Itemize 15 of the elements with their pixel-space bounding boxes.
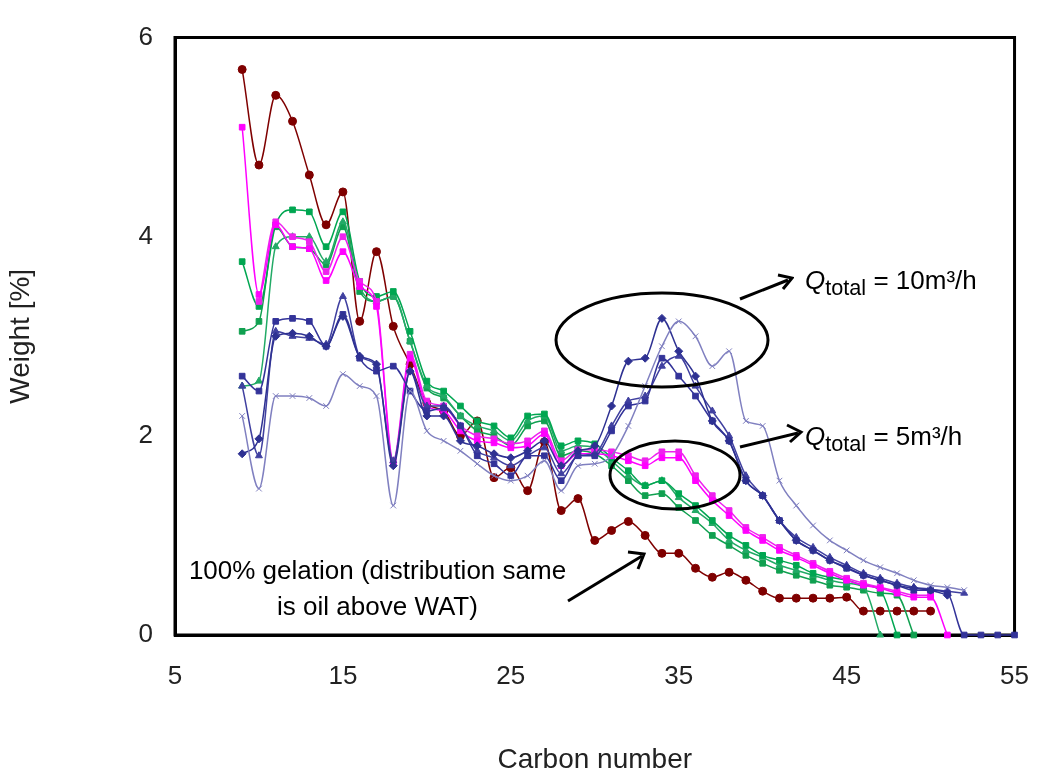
annotation: Q$_{total}$ = 10m³/h [805,264,978,303]
annotation: 100% gelation (distribution same is oil above WAT) [187,554,568,623]
x-tick-label: 5 [167,659,183,690]
x-tick-label: 45 [832,659,862,690]
x-tick-label: 25 [496,659,526,690]
x-axis-title: Carbon number [497,742,693,774]
x-tick-label: 55 [1000,659,1029,690]
y-axis-title: Weight [%] [3,268,35,404]
y-tick-label: 2 [138,419,153,450]
y-tick-label: 6 [138,20,153,51]
y-tick-label: 0 [138,618,153,649]
x-tick-label: 35 [664,659,694,690]
y-tick-label: 4 [138,219,153,250]
x-tick-label: 15 [328,659,358,690]
annotation: Q$_{total}$ = 5m³/h [805,420,964,459]
